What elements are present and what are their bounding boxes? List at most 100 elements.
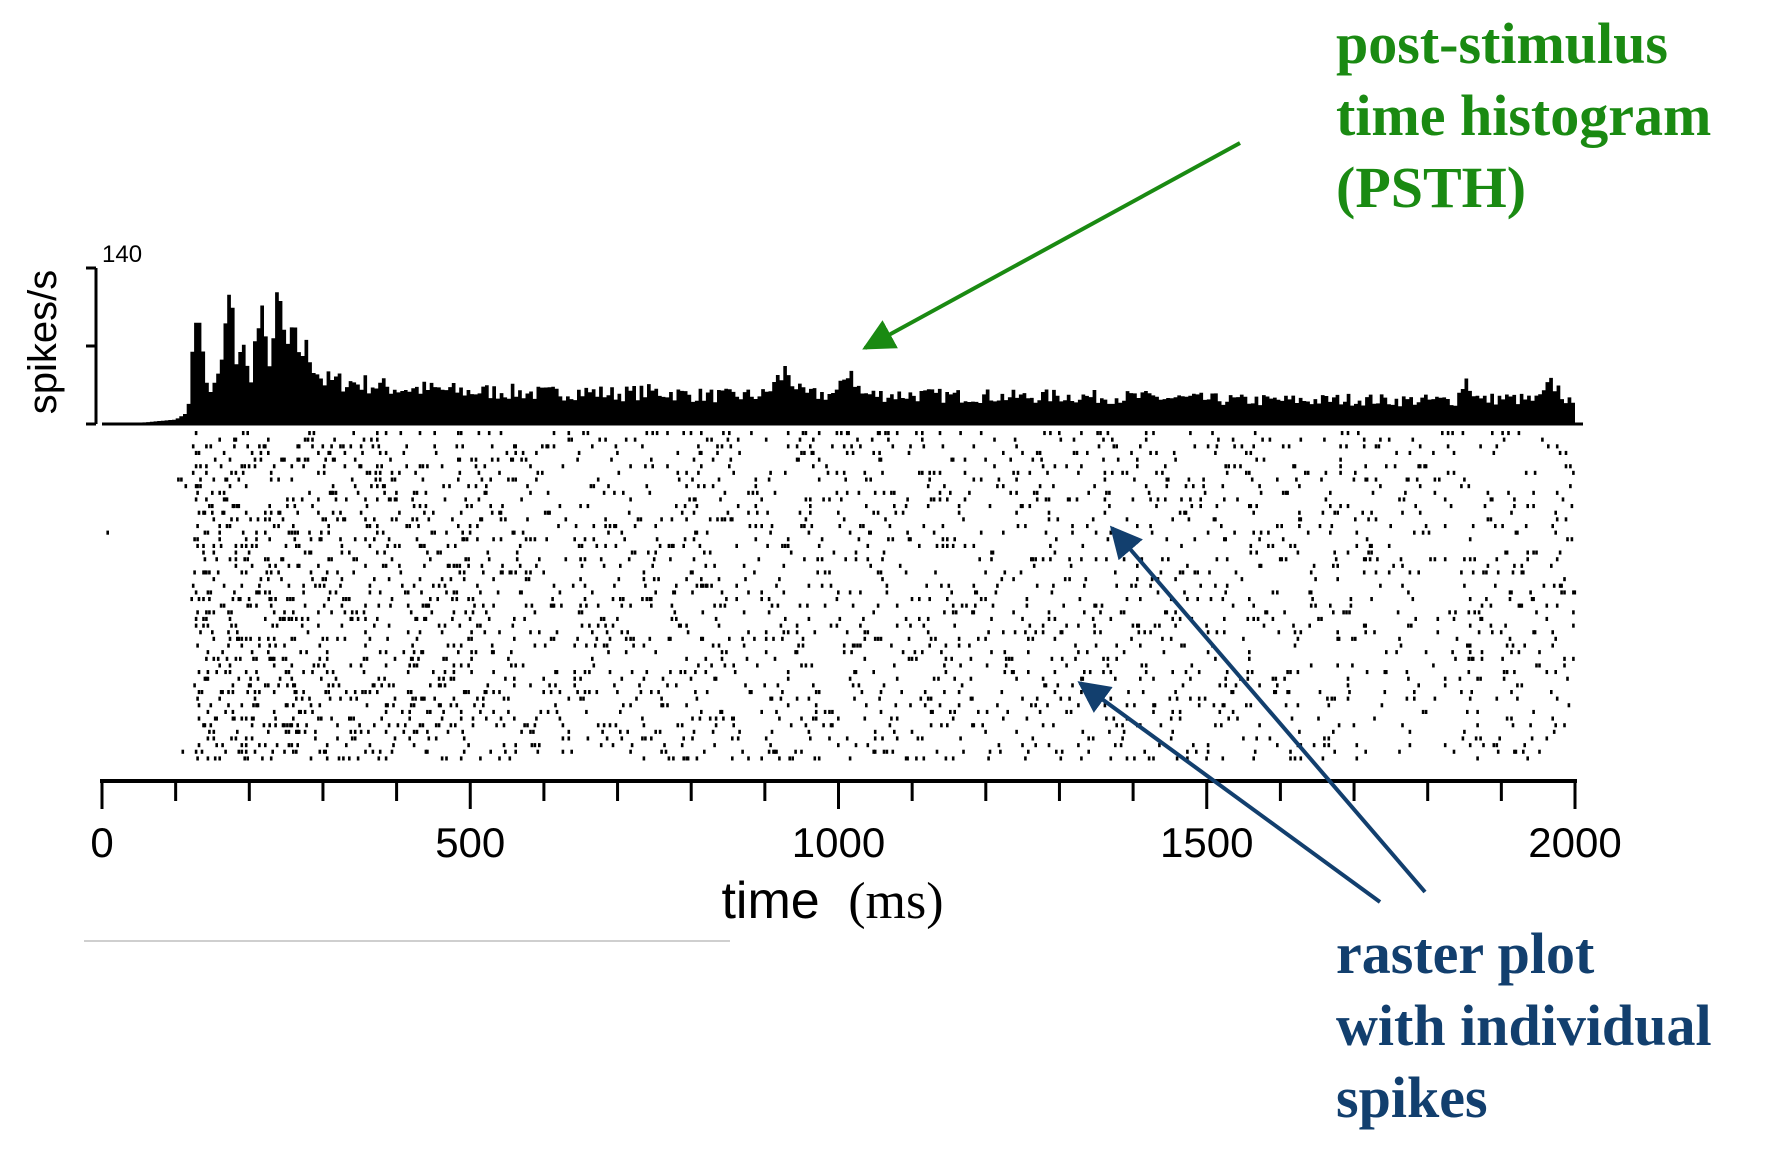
spike [1252,616,1255,621]
spike [1438,477,1441,482]
spike [1446,444,1450,449]
spike [680,723,684,728]
spike [904,570,908,575]
spike [971,723,974,728]
spike [350,616,354,621]
spike [1541,437,1544,442]
spike [1280,524,1283,529]
spike [972,610,976,615]
spike [772,636,775,641]
spike [1505,643,1509,648]
spike [464,610,467,615]
spike [1130,583,1133,588]
spike [1551,630,1554,635]
spike [1035,450,1039,455]
spike [803,524,806,529]
spike [835,431,839,436]
spike [1413,696,1416,701]
spike [1312,563,1316,568]
spike [1505,670,1509,675]
spike [343,517,347,522]
spike [1547,444,1550,449]
spike [499,537,503,542]
spike [812,464,815,469]
spike [1121,736,1124,741]
spike [269,597,273,602]
spike [443,583,447,588]
spike [1432,663,1435,668]
spike [664,749,668,754]
spike [343,464,347,469]
spike [1505,550,1509,555]
spike [1012,577,1015,582]
spike [418,543,422,548]
spike [1555,557,1559,562]
spike [717,643,721,648]
spike [181,749,185,754]
spike [477,470,481,475]
spike [322,470,326,475]
spike [482,570,485,575]
spike [202,543,205,548]
spike [1236,716,1239,721]
spike [708,550,712,555]
spike [278,676,282,681]
spike [1224,537,1227,542]
spike [1034,743,1037,748]
tick-label-500: 500 [435,819,505,866]
spike [747,756,750,761]
spike [1002,450,1005,455]
spike [1554,670,1557,675]
spike [202,597,205,602]
time-axis-label: time (ms) [721,872,943,930]
spike [801,643,805,648]
spike [588,623,591,628]
spike [191,470,195,475]
spike [564,557,568,562]
spike [676,723,680,728]
spike [1417,683,1420,688]
spike [510,570,513,575]
spike [421,464,425,469]
spike [810,663,814,668]
spike [203,510,207,515]
spike [364,517,367,522]
spike [284,656,288,661]
spike [206,736,210,741]
spike [230,470,233,475]
spike [258,636,261,641]
spike [931,709,934,714]
spike [1572,610,1575,615]
spike [1078,597,1082,602]
spike [1491,497,1494,502]
spike [317,450,320,455]
spike [672,756,675,761]
spike [781,543,784,548]
spike [1035,583,1039,588]
spike [1250,670,1254,675]
spike [1352,477,1356,482]
spike [542,690,545,695]
spike [1149,583,1152,588]
spike [1206,749,1210,754]
spike [387,723,391,728]
spike [906,756,909,761]
spike [1152,703,1155,708]
spike [1025,597,1029,602]
spike [929,636,933,641]
spike [299,709,302,714]
spike [1502,676,1506,681]
raster-trial-16 [106,530,1557,535]
spike [579,603,582,608]
spike [1206,743,1210,748]
spike [256,676,260,681]
spike [694,670,697,675]
spike [1223,616,1226,621]
spike [598,437,601,442]
spike [895,623,899,628]
spike [1314,577,1317,582]
spike [371,749,375,754]
spike [489,749,492,754]
spike [910,729,914,734]
